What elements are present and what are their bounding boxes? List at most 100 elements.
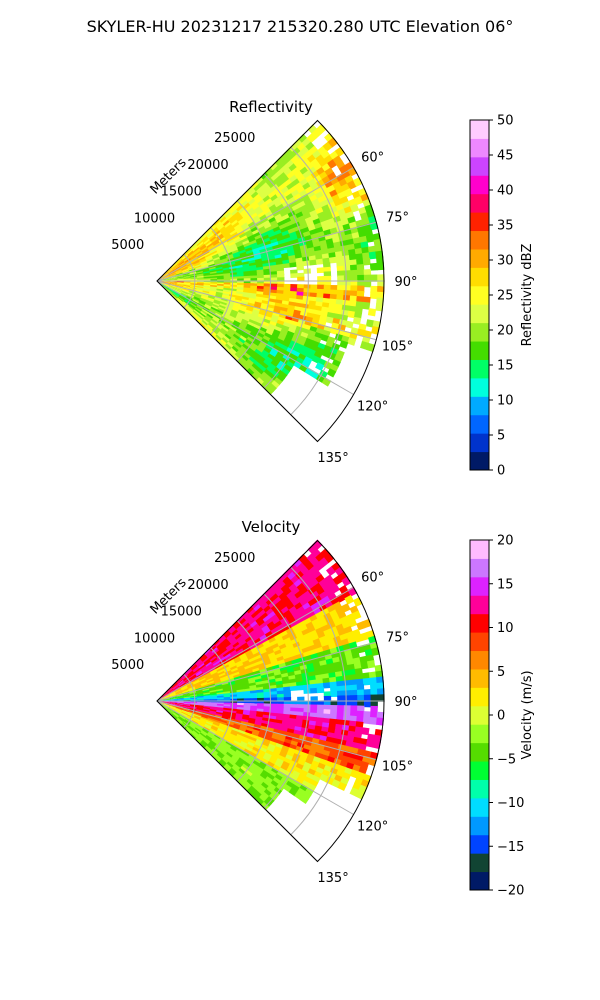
radar-cell (285, 206, 295, 215)
range-tick-label: 20000 (187, 158, 228, 173)
radar-cell (189, 302, 197, 308)
radar-cell (190, 283, 198, 286)
radar-cell (203, 658, 211, 665)
radar-cell (201, 655, 209, 663)
radar-cell (259, 214, 268, 222)
radar-cell (255, 220, 264, 228)
radar-cell (259, 340, 268, 348)
radar-cell (276, 350, 285, 359)
radar-cell (200, 297, 208, 302)
radar-cell (211, 251, 219, 257)
radar-cell (211, 238, 220, 245)
radar-cell (196, 660, 204, 667)
radar-cell (350, 285, 358, 293)
radar-cell (176, 285, 184, 288)
radar-cell (265, 386, 275, 396)
radar-cell (295, 211, 305, 220)
radar-cell (206, 231, 214, 238)
radar-cell (213, 242, 222, 248)
radar-cell (183, 285, 191, 288)
radar-cell (205, 302, 213, 308)
radar-cell (169, 273, 177, 277)
radar-cell (218, 252, 227, 258)
radar-cell (248, 617, 257, 626)
radar-cell (169, 273, 177, 277)
radar-cell (236, 228, 245, 235)
radar-cell (246, 605, 255, 615)
radar-cell (210, 225, 218, 233)
radar-cell (200, 234, 208, 241)
radar-cell (187, 292, 196, 297)
radar-cell (190, 243, 198, 250)
radar-cell (252, 250, 261, 256)
radar-cell (249, 239, 258, 246)
radar-cell (337, 275, 345, 282)
radar-cell (176, 276, 185, 279)
radar-cell (293, 329, 303, 337)
colorbar-bin (470, 451, 489, 471)
colorbar-bin (470, 742, 489, 762)
radar-cell (189, 285, 198, 288)
radar-cell (204, 648, 211, 656)
radar-cell (266, 353, 276, 362)
radar-cell (265, 225, 274, 233)
colorbar-tick-label: 0 (497, 464, 505, 479)
radar-cell (205, 256, 214, 261)
radar-cell (192, 298, 200, 303)
radar-cell (252, 306, 261, 312)
radar-cell (316, 687, 325, 694)
radar-cell (197, 314, 205, 321)
radar-cell (369, 717, 378, 725)
radar-cell (163, 279, 171, 281)
radar-cell (215, 291, 224, 296)
range-tick-label: 20000 (187, 578, 228, 593)
radar-cell (251, 311, 260, 318)
radar-cell (163, 283, 171, 286)
radar-cell (202, 307, 210, 313)
radar-cell (171, 682, 178, 688)
radar-cell (190, 663, 198, 670)
radar-cell (230, 231, 239, 238)
radar-cell (267, 363, 277, 372)
colorbar-bin (470, 193, 489, 213)
radar-cell (240, 256, 249, 262)
radar-cell (177, 679, 185, 685)
range-tick-label: 10000 (134, 211, 175, 226)
radar-cell (188, 672, 196, 678)
radar-cell (203, 284, 211, 287)
radar-cell (175, 289, 182, 293)
radar-cell (322, 682, 331, 689)
radar-cell (168, 269, 175, 275)
radar-cell (188, 671, 195, 677)
radar-cell (230, 335, 239, 343)
radar-cell (267, 190, 277, 199)
radar-cell (256, 223, 265, 230)
radar-cell (190, 275, 198, 278)
radar-cell (213, 258, 222, 263)
radar-cell (266, 326, 275, 334)
radar-cell (221, 637, 229, 645)
figure-title: SKYLER-HU 20231217 215320.280 UTC Elevat… (87, 17, 514, 36)
radar-cell (270, 207, 280, 215)
radar-cell (176, 274, 184, 277)
radar-cell (204, 316, 212, 323)
radar-cell (270, 238, 279, 245)
radar-cell (200, 262, 209, 267)
radar-cell (250, 610, 260, 619)
radar-cell (233, 253, 241, 259)
radar-cell (224, 343, 233, 351)
radar-cell (218, 340, 226, 348)
radar-cell (236, 276, 245, 280)
radar-cell (219, 636, 228, 644)
radar-cell (250, 363, 260, 372)
colorbar-tick-label: 40 (497, 184, 514, 199)
radar-cell (244, 229, 253, 236)
radar-cell (208, 331, 216, 339)
radar-cell (309, 259, 318, 266)
radar-cell (178, 680, 185, 686)
radar-cell (287, 210, 297, 219)
radar-cell (325, 316, 335, 324)
radar-cell (204, 326, 211, 334)
radar-cell (195, 289, 204, 293)
radar-cell (224, 221, 232, 229)
